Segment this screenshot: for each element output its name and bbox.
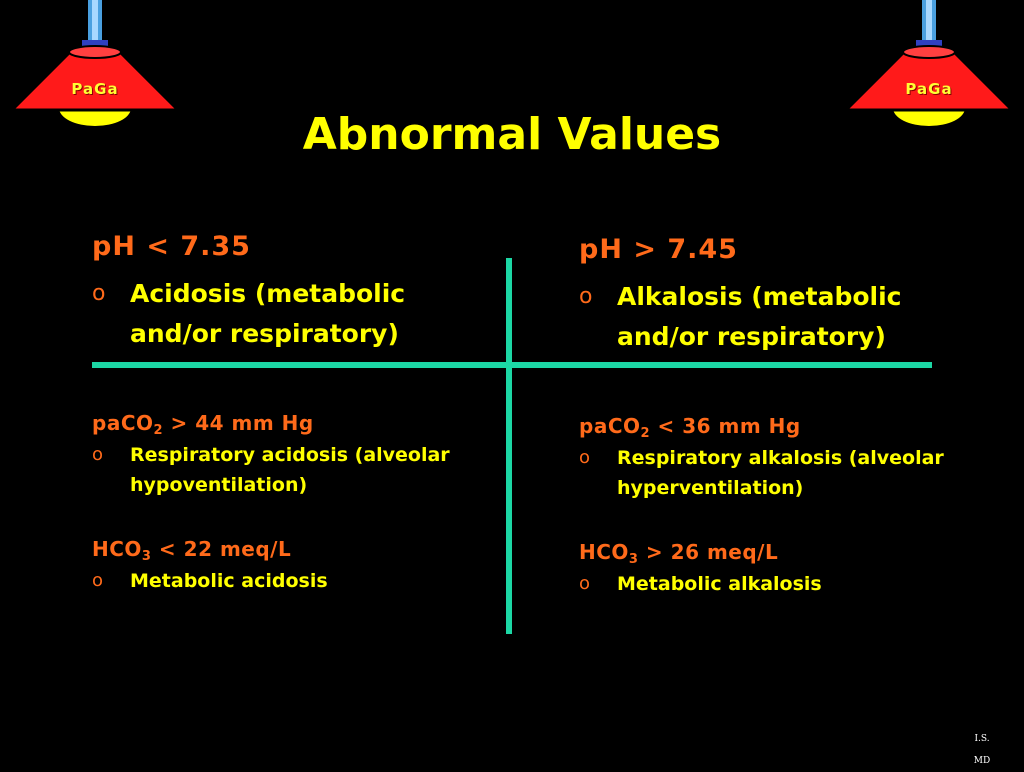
left-ph-bullet-text: Acidosis (metabolic and/or respiratory): [130, 279, 406, 348]
left-hco3-bullet-text: Metabolic acidosis: [130, 570, 328, 592]
bullet-marker: o: [579, 284, 593, 309]
right-ph-bullet: o Alkalosis (metabolic and/or respirator…: [579, 277, 979, 357]
right-paco2-heading: paCO2 < 36 mm Hg: [579, 414, 801, 441]
left-paco2-heading: paCO2 > 44 mm Hg: [92, 411, 314, 438]
right-paco2-bullet-text: Respiratory alkalosis (alveolar hyperven…: [617, 447, 944, 499]
left-lower-section: paCO2 > 44 mm Hg o Respiratory acidosis …: [92, 408, 492, 596]
left-paco2-bullet-text: Respiratory acidosis (alveolar hypoventi…: [130, 444, 450, 496]
right-ph-heading: pH > 7.45: [579, 234, 738, 265]
horizontal-divider: [92, 362, 932, 368]
vertical-divider: [506, 258, 512, 634]
bullet-marker: o: [92, 570, 104, 591]
left-hco3-bullet: o Metabolic acidosis: [92, 566, 492, 596]
left-ph-bullet: o Acidosis (metabolic and/or respiratory…: [92, 274, 492, 354]
lamp-right-icon: PaGa: [834, 0, 1024, 135]
lamp-label: PaGa: [905, 80, 953, 98]
left-paco2-bullet: o Respiratory acidosis (alveolar hypoven…: [92, 440, 492, 500]
left-ph-section: pH < 7.35 o Acidosis (metabolic and/or r…: [92, 230, 492, 354]
right-hco3-bullet-text: Metabolic alkalosis: [617, 573, 822, 595]
right-lower-section: paCO2 < 36 mm Hg o Respiratory alkalosis…: [579, 411, 999, 599]
right-ph-section: pH > 7.45 o Alkalosis (metabolic and/or …: [579, 233, 979, 357]
author-initials: I.S. MD: [973, 734, 991, 766]
right-hco3-bullet: o Metabolic alkalosis: [579, 569, 999, 599]
left-hco3-heading: HCO3 < 22 meq/L: [92, 537, 292, 564]
bullet-marker: o: [92, 444, 104, 465]
right-hco3-heading: HCO3 > 26 meq/L: [579, 540, 779, 567]
bullet-marker: o: [579, 447, 591, 468]
lamp-label: PaGa: [71, 80, 119, 98]
right-ph-bullet-text: Alkalosis (metabolic and/or respiratory): [617, 282, 902, 351]
bullet-marker: o: [579, 573, 591, 594]
bullet-marker: o: [92, 281, 106, 306]
left-ph-heading: pH < 7.35: [92, 231, 251, 262]
right-paco2-bullet: o Respiratory alkalosis (alveolar hyperv…: [579, 443, 999, 503]
slide-title: Abnormal Values: [302, 109, 722, 160]
lamp-left-icon: PaGa: [0, 0, 190, 135]
